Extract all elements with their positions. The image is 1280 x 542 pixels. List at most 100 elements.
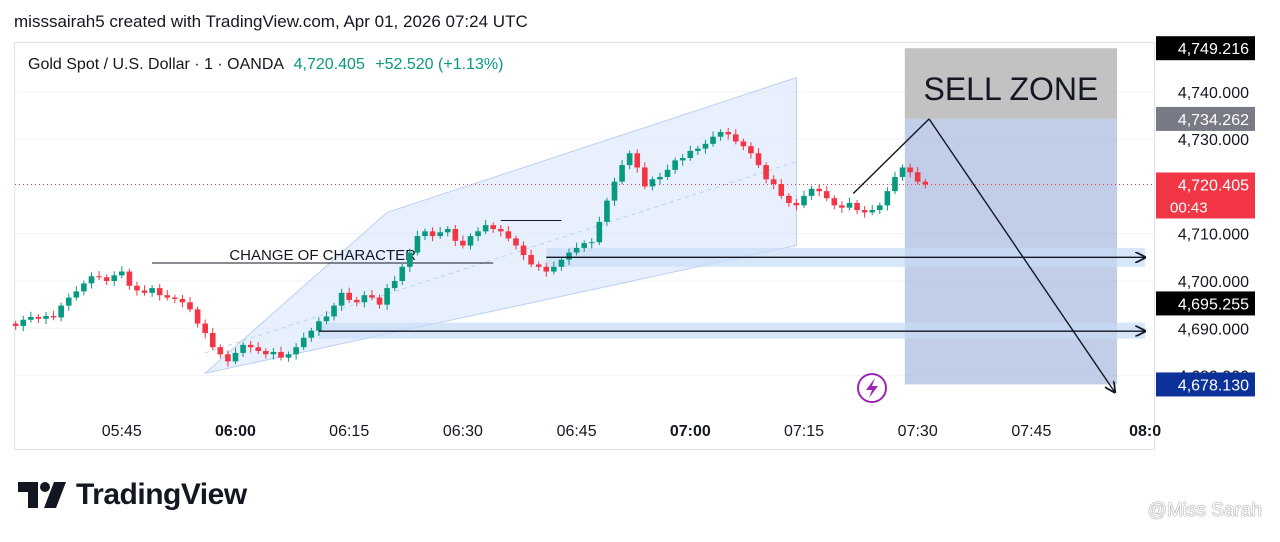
candle-body — [361, 295, 368, 303]
sell-zone-header — [904, 48, 1118, 119]
candle-body — [596, 221, 603, 243]
candle-body — [467, 236, 474, 246]
x-tick-label: 06:15 — [329, 423, 369, 440]
candle-body — [520, 245, 527, 255]
candle-body — [217, 347, 224, 355]
candle-body — [482, 225, 489, 232]
candle-body — [126, 271, 133, 286]
candle-body — [308, 330, 315, 338]
candle-body — [293, 347, 299, 355]
candle-body — [437, 232, 443, 237]
candle-body — [801, 195, 807, 206]
y-tick-label: 4,730.000 — [1178, 132, 1249, 149]
candle-body — [846, 202, 853, 208]
projection-arrow-4 — [928, 118, 1115, 392]
candle-body — [679, 158, 686, 161]
candle-body — [179, 298, 186, 303]
y-tick-label: 4,740.000 — [1178, 85, 1249, 102]
price-label-box — [1156, 36, 1255, 61]
x-tick-label: 05:45 — [102, 423, 142, 440]
change-of-character-label: CHANGE OF CHARACTER — [229, 247, 416, 264]
candle-body — [316, 321, 322, 331]
candle-body — [278, 351, 284, 358]
candle-body — [566, 252, 572, 260]
candle-body — [156, 288, 163, 296]
candle-body — [209, 333, 216, 348]
candle-body — [839, 205, 845, 208]
candle-body — [240, 344, 246, 353]
candle-body — [786, 195, 792, 203]
price-label-text: 4,749.216 — [1178, 41, 1249, 58]
candle-body — [869, 210, 876, 213]
candle-body — [505, 231, 512, 239]
candle-body — [498, 228, 504, 232]
candle-body — [528, 254, 534, 265]
candle-body — [338, 292, 345, 306]
tradingview-wordmark: TradingView — [76, 478, 247, 511]
candle-body — [672, 160, 678, 170]
candle-body — [854, 202, 860, 211]
chart-frame — [14, 42, 1155, 450]
candle-body — [551, 266, 557, 272]
candle-body — [164, 295, 171, 298]
candle-body — [96, 276, 102, 278]
x-tick-label: 07:00 — [670, 423, 711, 440]
lightning-bolt-icon — [866, 378, 878, 398]
candle-body — [649, 179, 656, 187]
candle-body — [892, 176, 898, 192]
candle-body — [861, 210, 868, 213]
lightning-icon — [857, 373, 887, 403]
candle-body — [914, 172, 921, 182]
candle-body — [634, 153, 641, 168]
candle-body — [422, 231, 428, 237]
candle-body — [695, 148, 701, 151]
x-tick-label: 07:45 — [1011, 423, 1051, 440]
x-tick-label: 06:30 — [443, 423, 483, 440]
candle-body — [778, 184, 785, 196]
price-label-text: 4,720.405 — [1178, 177, 1249, 194]
candle-body — [687, 150, 694, 159]
candle-body — [823, 191, 830, 199]
candle-body — [35, 316, 42, 319]
candle-body — [353, 299, 360, 303]
candle-body — [755, 153, 762, 166]
candle-body — [581, 243, 587, 248]
price-change: +52.520 (+1.13%) — [375, 56, 504, 73]
candle-body — [642, 167, 648, 187]
candle-body — [407, 252, 413, 267]
candle-body — [490, 225, 497, 229]
candle-body — [429, 231, 436, 237]
candle-body — [725, 132, 731, 135]
candle-body — [384, 288, 390, 305]
candle-body — [884, 191, 891, 206]
candle-body — [808, 188, 815, 196]
x-tick-label: 06:45 — [557, 423, 597, 440]
price-label-box — [1156, 106, 1255, 131]
candle-body — [770, 179, 777, 185]
watermark-text: @Miss Sarah — [1147, 500, 1262, 521]
candle-body — [300, 337, 307, 348]
tradingview-brand: TradingView — [18, 478, 247, 512]
candle-body — [141, 290, 148, 293]
candle-body — [664, 169, 671, 177]
candle-body — [710, 136, 716, 144]
candle-body — [43, 316, 49, 319]
candle-body — [247, 344, 254, 348]
candle-body — [331, 305, 337, 317]
candle-body — [740, 141, 747, 147]
candle-body — [611, 181, 618, 201]
candle-body — [414, 236, 421, 253]
candle-body — [103, 277, 110, 281]
price-label-text: 4,678.130 — [1178, 377, 1249, 394]
candle-body — [604, 200, 610, 222]
candle-body — [323, 316, 330, 322]
x-tick-label: 08:0 — [1129, 423, 1161, 440]
candle-body — [748, 146, 754, 154]
candle-body — [573, 247, 580, 253]
candle-body — [172, 297, 178, 299]
candle-body — [513, 238, 519, 246]
candle-body — [475, 231, 481, 237]
candle-body — [732, 134, 739, 142]
attribution-text: misssairah5 created with TradingView.com… — [14, 12, 528, 31]
